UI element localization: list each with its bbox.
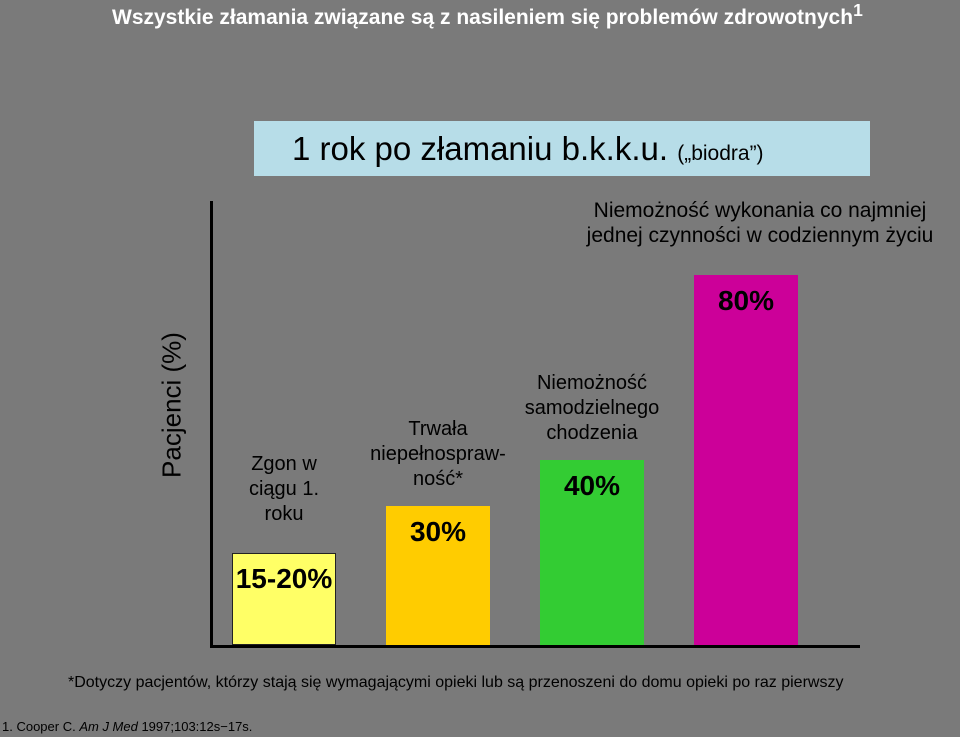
bar-value-label-3: 40%: [563, 470, 621, 501]
y-axis-line: [210, 201, 213, 648]
reference-citation: 1. Cooper C. Am J Med 1997;103:12s−17s.: [2, 719, 253, 734]
category-label-2: Trwała niepełnospraw- ność*: [370, 418, 506, 491]
bar-value-label-1: 15-20%: [235, 562, 333, 594]
bar-value-label-4: 80%: [717, 285, 775, 316]
chart-subtitle-main: 1 rok po złamaniu b.k.k.u.: [292, 130, 669, 167]
category-label-1: Zgon w ciągu 1. roku: [248, 452, 320, 525]
bar-4: [694, 275, 798, 645]
footnote: *Dotyczy pacjentów, którzy stają się wym…: [68, 674, 844, 691]
category-label-4: Niemożność wykonania co najmniej jednej …: [586, 199, 934, 248]
bar-2: [386, 506, 490, 645]
title-footnote-marker: 1: [853, 0, 863, 20]
chart-subtitle-paren: („biodra”): [677, 142, 764, 165]
bar-1: [232, 552, 336, 645]
x-axis-line: [210, 645, 860, 648]
chart-subtitle-box: 1 rok po złamaniu b.k.k.u. („biodra”): [254, 121, 870, 176]
bar-3: [540, 460, 644, 645]
category-label-3: Niemożność samodzielnego chodzenia: [524, 372, 660, 444]
chart-subtitle: 1 rok po złamaniu b.k.k.u. („biodra”): [292, 130, 764, 168]
y-axis-label: Pacjenci (%): [156, 332, 187, 478]
slide-title: Wszystkie złamania związane są z nasilen…: [112, 0, 863, 29]
bar-value-label-2: 30%: [409, 516, 467, 548]
